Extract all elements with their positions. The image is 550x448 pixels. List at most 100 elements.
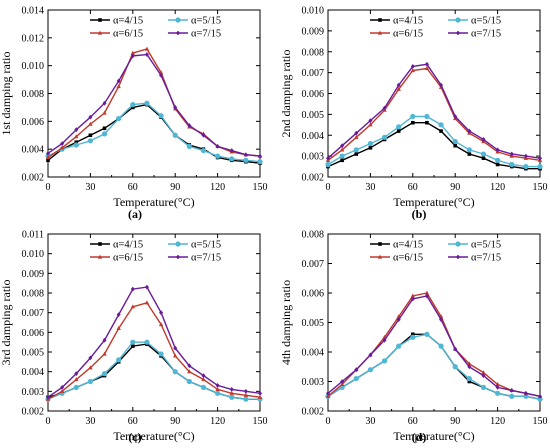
data-point xyxy=(495,385,500,390)
x-tick-label: 30 xyxy=(365,182,375,193)
data-point xyxy=(453,346,458,352)
data-point xyxy=(467,379,472,384)
legend-label: α=6/15 xyxy=(113,29,143,40)
data-point xyxy=(130,50,135,55)
data-point xyxy=(353,375,359,382)
data-point xyxy=(466,375,472,382)
series-line-4 xyxy=(327,121,540,170)
x-tick-label: 30 xyxy=(365,416,375,427)
y-tick-label: 0.014 xyxy=(22,6,45,17)
data-point xyxy=(74,127,79,133)
data-point xyxy=(354,367,359,373)
series-line-7 xyxy=(47,286,261,398)
data-point xyxy=(201,373,206,378)
data-point xyxy=(537,163,543,170)
data-point xyxy=(187,363,192,369)
data-point xyxy=(396,124,402,130)
data-point xyxy=(60,141,65,146)
panel-label: (d) xyxy=(412,430,427,444)
x-axis-label: Temperature(°C) xyxy=(113,195,194,209)
x-tick-label: 60 xyxy=(128,416,138,427)
data-point xyxy=(509,393,515,399)
data-point xyxy=(339,382,345,387)
data-point xyxy=(101,131,108,137)
legend-marker xyxy=(97,254,103,259)
y-tick-label: 0.002 xyxy=(22,407,45,418)
y-tick-label: 0.011 xyxy=(22,230,44,241)
data-point xyxy=(187,123,192,128)
data-point xyxy=(257,394,263,399)
data-point xyxy=(173,353,178,358)
y-tick-label: 0.003 xyxy=(22,387,45,398)
data-point xyxy=(411,120,415,125)
legend-marker xyxy=(456,30,460,36)
data-point xyxy=(495,147,500,153)
chart-panel-b: 0 30 60 90 120 150 0.002 0.003 0.004 0.005 0.006 0.… xyxy=(279,6,548,222)
y-tick-label: 0.004 xyxy=(302,348,325,359)
x-tick-label: 150 xyxy=(533,182,548,193)
y-tick-label: 0.004 xyxy=(22,367,45,378)
data-point xyxy=(87,378,93,385)
data-point xyxy=(495,390,501,396)
data-point xyxy=(59,388,65,393)
data-point xyxy=(439,82,444,88)
data-point xyxy=(74,377,79,382)
data-point xyxy=(368,118,373,124)
data-point xyxy=(396,129,401,133)
y-tick-label: 0.010 xyxy=(22,249,45,260)
data-point xyxy=(88,355,93,361)
data-point xyxy=(46,158,50,163)
legend-label: α=5/15 xyxy=(191,16,221,27)
y-tick-label: 0.005 xyxy=(302,110,325,121)
plot-frame xyxy=(327,233,541,412)
data-point xyxy=(452,138,458,145)
data-point xyxy=(340,158,344,163)
data-point xyxy=(424,290,430,295)
data-point xyxy=(453,114,458,119)
data-point xyxy=(466,147,472,153)
chart-panel-d: 0 30 60 90 120 150 0.002 0.003 0.004 0.005 0.006 0.… xyxy=(279,230,548,445)
data-point xyxy=(495,162,500,167)
data-point xyxy=(144,100,150,106)
data-point xyxy=(467,364,472,370)
legend-label: α=7/15 xyxy=(471,253,501,264)
x-tick-label: 60 xyxy=(128,182,138,193)
x-tick-label: 150 xyxy=(253,416,268,427)
y-tick-label: 0.006 xyxy=(22,117,45,128)
data-point xyxy=(339,147,345,152)
legend-marker xyxy=(98,18,102,22)
data-point xyxy=(354,152,359,156)
x-tick-label: 0 xyxy=(326,182,331,193)
data-point xyxy=(453,143,457,148)
data-point xyxy=(410,113,416,120)
chart-panel-c: 0 30 60 90 120 150 0.002 0.003 0.004 0.005 0.006 0.… xyxy=(0,230,268,445)
x-tick-label: 120 xyxy=(210,416,225,427)
data-point xyxy=(159,310,164,316)
data-point xyxy=(73,384,79,390)
y-tick-label: 0.004 xyxy=(22,145,45,156)
data-point xyxy=(509,151,514,157)
x-tick-label: 0 xyxy=(46,182,51,193)
data-point xyxy=(424,61,429,67)
legend: α=4/15 α=5/15 α=6/15 α=7/15 xyxy=(370,240,501,264)
series-line-4 xyxy=(47,343,260,400)
legend-label: α=7/15 xyxy=(471,29,501,40)
y-axis-label: 1st damping ratio xyxy=(0,52,13,136)
data-point xyxy=(381,134,388,140)
legend-marker xyxy=(378,242,382,246)
data-point xyxy=(410,293,415,298)
legend-marker xyxy=(456,254,460,260)
data-point xyxy=(538,155,542,161)
data-point xyxy=(201,132,206,138)
legend-marker xyxy=(98,242,102,246)
data-point xyxy=(88,121,93,126)
x-tick-label: 150 xyxy=(253,182,268,193)
data-point xyxy=(509,387,514,393)
legend-label: α=4/15 xyxy=(393,240,423,251)
data-point xyxy=(173,105,178,110)
data-point xyxy=(257,159,263,165)
data-point xyxy=(200,384,207,390)
data-point xyxy=(509,161,515,168)
y-tick-label: 0.002 xyxy=(22,173,45,184)
